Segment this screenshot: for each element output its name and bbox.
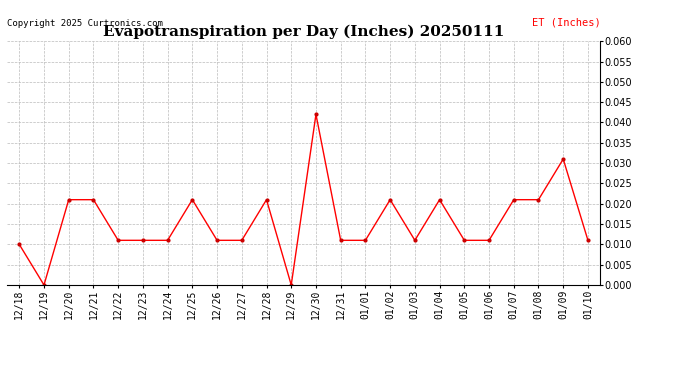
Title: Evapotranspiration per Day (Inches) 20250111: Evapotranspiration per Day (Inches) 2025… (103, 24, 504, 39)
Text: Copyright 2025 Curtronics.com: Copyright 2025 Curtronics.com (7, 19, 163, 28)
Text: ET (Inches): ET (Inches) (531, 18, 600, 28)
